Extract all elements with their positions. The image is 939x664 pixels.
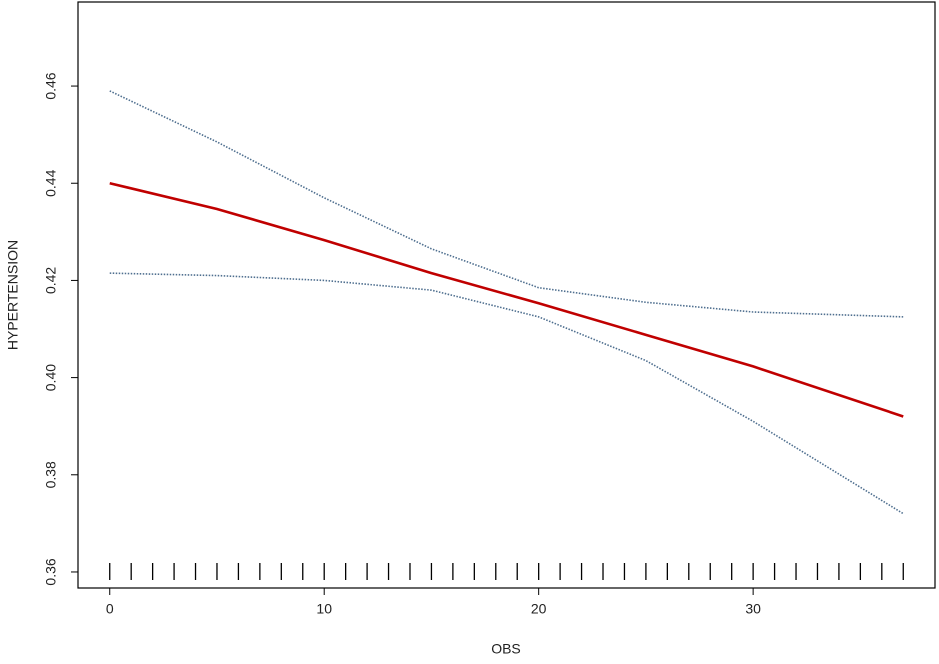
y-tick-label: 0.38 [43, 461, 59, 488]
x-tick-label: 0 [106, 601, 114, 617]
y-tick-label: 0.40 [43, 364, 59, 391]
y-tick-label: 0.42 [43, 267, 59, 294]
x-tick-label: 30 [745, 601, 761, 617]
x-tick-label: 10 [316, 601, 332, 617]
x-tick-label: 20 [531, 601, 547, 617]
y-tick-label: 0.36 [43, 558, 59, 585]
x-axis-label: OBS [491, 641, 521, 657]
y-tick-label: 0.46 [43, 72, 59, 99]
fit-line [109, 181, 904, 418]
ci-line [109, 90, 904, 318]
ci-line [109, 272, 904, 515]
y-tick-label: 0.44 [43, 169, 59, 196]
y-axis-label: HYPERTENSION [5, 240, 21, 350]
